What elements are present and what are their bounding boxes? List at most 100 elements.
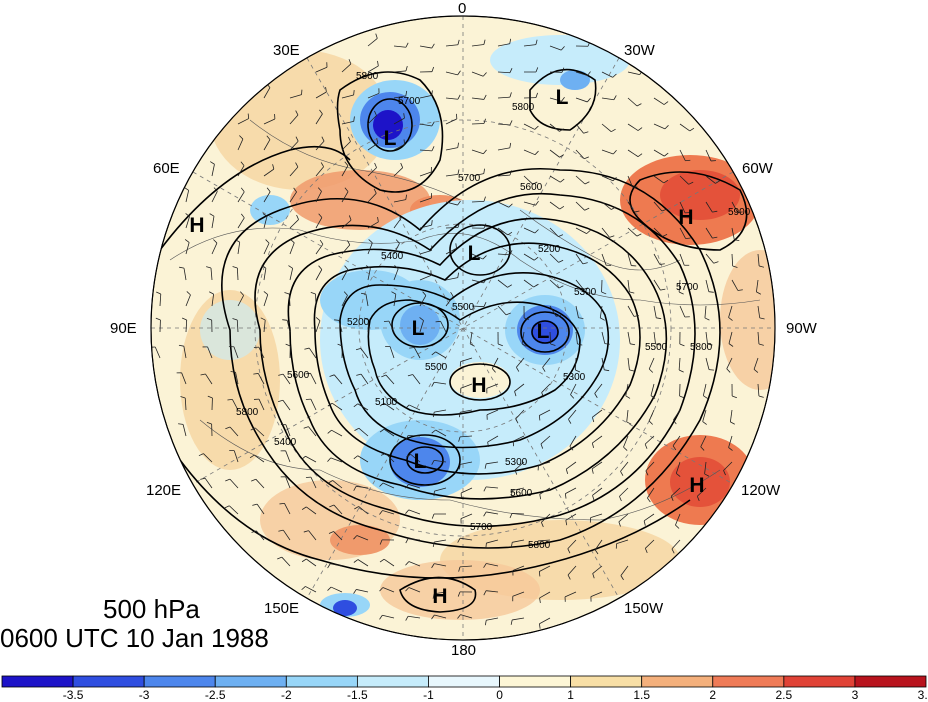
wind-barb-flag: [483, 563, 487, 568]
wind-barb: [723, 461, 733, 471]
wind-barb: [575, 123, 584, 134]
wind-barb: [627, 227, 638, 237]
wind-barb-flag: [636, 103, 642, 107]
wind-barb-flag: [403, 139, 406, 145]
wind-barb-flag: [239, 291, 244, 296]
colorbar-swatch: [428, 675, 500, 688]
wind-barb-flag: [723, 470, 726, 476]
contour-label: 5200: [347, 317, 370, 328]
wind-barb-flag: [534, 229, 539, 234]
wind-barb-flag: [532, 181, 538, 185]
high-pressure-center: H: [432, 585, 447, 608]
wind-barb-flag: [296, 214, 299, 220]
wind-barb: [434, 614, 447, 619]
wind-barb: [308, 426, 317, 437]
wind-barb-flag: [353, 535, 358, 540]
wind-barb: [315, 217, 323, 229]
wind-barb-flag: [398, 213, 402, 219]
contour-label: 5100: [375, 397, 398, 408]
colorbar-swatch: [641, 675, 714, 688]
wind-barb: [285, 424, 291, 437]
wind-barb: [549, 227, 559, 237]
wind-barb: [653, 253, 661, 265]
wind-barb-flag: [377, 216, 379, 223]
wind-barb: [237, 165, 245, 177]
wind-barb: [445, 118, 458, 125]
wind-barb-flag: [405, 90, 408, 96]
wind-barb: [367, 221, 379, 229]
wind-barb: [460, 461, 473, 465]
wind-barb: [211, 216, 215, 229]
wind-barb: [541, 513, 551, 523]
wind-barb-flag: [327, 429, 332, 434]
wind-barb-flag: [405, 538, 409, 544]
wind-barb: [601, 149, 614, 155]
wind-barb-flag: [560, 46, 565, 51]
wind-barb: [460, 565, 473, 568]
wind-barb: [549, 331, 552, 345]
wind-barb-flag: [262, 213, 268, 217]
longitude-label-30w: 30W: [624, 42, 655, 59]
wind-barb: [419, 320, 424, 333]
wind-barb-flag: [712, 210, 718, 213]
wind-barb-flag: [279, 502, 285, 505]
wind-barb-flag: [180, 396, 186, 399]
wind-barb-flag: [630, 343, 636, 346]
wind-barb: [516, 357, 525, 368]
wind-barb-flag: [432, 593, 435, 599]
wind-barb: [289, 219, 299, 229]
wind-barb: [575, 97, 588, 103]
wind-barb-flag: [278, 373, 284, 376]
wind-barb-flag: [250, 427, 256, 431]
wind-barb: [497, 123, 510, 126]
wind-barb: [679, 149, 686, 161]
wind-barb: [679, 227, 686, 239]
wind-barb: [512, 591, 525, 597]
wind-barb-flag: [457, 169, 460, 175]
wind-barb-flag: [295, 136, 299, 142]
wind-barb: [650, 383, 655, 396]
wind-barb: [185, 294, 191, 307]
wind-barb-flag: [213, 187, 218, 192]
wind-barb: [460, 383, 473, 389]
wind-barb: [185, 242, 190, 255]
wind-barb: [435, 351, 447, 359]
wind-barb: [705, 149, 712, 162]
high-pressure-center: H: [678, 206, 693, 229]
height-contours: [159, 68, 748, 613]
wind-barb: [256, 503, 265, 515]
wind-barb-flag: [726, 368, 731, 373]
wind-barb-flag: [644, 443, 648, 449]
contour-label: 5500: [452, 302, 475, 313]
wind-barb-flag: [509, 513, 513, 519]
wind-barb-flag: [516, 367, 520, 372]
wind-barb-flag: [539, 597, 541, 603]
contour-label: 5400: [381, 251, 404, 262]
wind-barb-flag: [282, 319, 288, 321]
wind-barb-flag: [604, 369, 610, 372]
colorbar-swatch: [712, 675, 785, 688]
wind-barb: [757, 253, 760, 266]
wind-barb-flag: [625, 395, 631, 399]
wind-barb: [497, 43, 510, 47]
wind-barb-flag: [290, 239, 295, 244]
longitude-label-90e: 90E: [110, 320, 137, 337]
wind-barb: [356, 535, 369, 541]
wind-barb-flag: [560, 178, 565, 183]
wind-barb-flag: [578, 317, 584, 319]
wind-barb-flag: [391, 291, 397, 295]
wind-barb: [592, 565, 603, 574]
wind-barb-flag: [483, 301, 487, 307]
wind-barb: [486, 617, 499, 621]
wind-barb-flag: [734, 239, 740, 241]
wind-barb: [471, 305, 485, 308]
wind-barb: [306, 558, 317, 567]
wind-barb-flag: [155, 317, 161, 321]
wind-barb-flag: [482, 72, 487, 77]
wind-barb: [491, 357, 499, 369]
wind-barb-flag: [515, 418, 519, 424]
wind-barb-flag: [535, 39, 538, 45]
wind-barb-flag: [395, 239, 400, 244]
wind-barb-flag: [379, 615, 383, 620]
wind-barb: [487, 435, 499, 443]
